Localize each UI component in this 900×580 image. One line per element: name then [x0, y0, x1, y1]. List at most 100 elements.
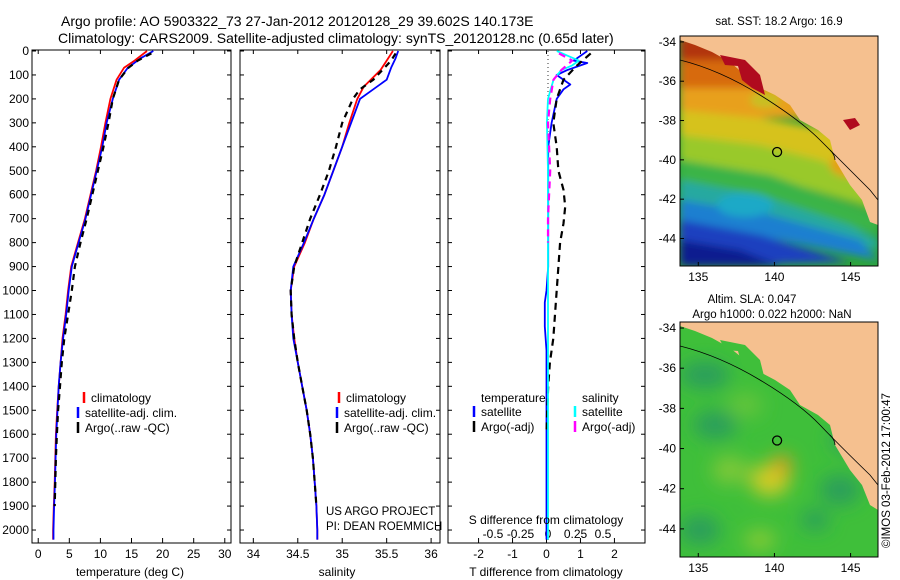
legend-label-satellite: satellite-adj. clim.: [85, 406, 177, 420]
y-tick-label: 800: [9, 236, 29, 250]
legend-title-salinity: salinity: [582, 391, 619, 405]
sst-map-argo-marker: [771, 146, 783, 158]
x-tick-label: 1: [577, 547, 584, 561]
x-tick-label: 0: [543, 547, 550, 561]
x-tick-label: 15: [125, 547, 139, 561]
lat-tick-label: -34: [659, 321, 677, 335]
difference-panel: -2 -1 0 1 2 -0.5 -0.25 0 0.25 0.5 S difference f…: [447, 49, 646, 579]
salinity-axes-frame: [239, 49, 441, 544]
legend-label-climatology: climatology: [346, 391, 406, 405]
y-tick-label: 900: [9, 260, 29, 274]
salinity-legend: climatology satellite-adj. clim. Argo(..…: [335, 391, 436, 435]
lat-tick-label: -44: [659, 522, 677, 536]
y-tick-label: 400: [9, 140, 29, 154]
salinity-diff-tick-label: 0.25: [564, 527, 588, 541]
temperature-profile-lines: [52, 50, 154, 540]
lat-tick-label: -40: [659, 442, 677, 456]
y-tick-label: 100: [9, 68, 29, 82]
temperature-depth-ticks: 0 100 200 300 400 500 600 700 800 900 1000 1100 1200…: [2, 44, 231, 537]
temperature-difference-label: T difference from climatology: [469, 565, 623, 579]
lat-tick-label: -44: [659, 231, 677, 245]
salinity-diff-tick-label: 0.5: [595, 527, 612, 541]
temperature-axes-frame: [31, 49, 232, 544]
y-tick-label: 200: [9, 92, 29, 106]
lon-tick-label: 140: [764, 270, 784, 284]
sst-map-title: sat. SST: 18.2 Argo: 16.9: [715, 16, 842, 28]
y-tick-label: 1600: [2, 427, 29, 441]
project-credit: US ARGO PROJECT: [326, 506, 435, 518]
sst-map-lon-ticks: 135 140 145: [688, 262, 861, 284]
salinity-panel: 34 34.5 35 35.5 36 salinity climatology sate…: [239, 49, 442, 579]
x-tick-label: 30: [218, 547, 232, 561]
series-line-argo-raw-qc-: [53, 52, 152, 507]
legend-label-argo: Argo(..raw -QC): [344, 421, 429, 435]
x-tick-label: 35: [336, 547, 350, 561]
difference-x-ticks: -2 -1 0 1 2: [473, 50, 618, 561]
lat-tick-label: -34: [659, 35, 677, 49]
temperature-x-axis-label: temperature (deg C): [76, 565, 184, 579]
salinity-difference-label: S difference from climatology: [469, 513, 624, 527]
x-tick-label: 20: [156, 547, 170, 561]
x-tick-label: 36: [424, 547, 438, 561]
series-line-satellite: [546, 50, 580, 540]
sst-map-lat-ticks: -34 -36 -38 -40 -42 -44: [659, 35, 684, 245]
y-tick-label: 0: [22, 44, 29, 58]
lat-tick-label: -36: [659, 74, 677, 88]
temperature-legend: climatology satellite-adj. clim. Argo(..…: [76, 391, 177, 435]
lon-tick-label: 140: [764, 561, 784, 575]
sst-map-field: [680, 36, 878, 266]
x-tick-label: 2: [611, 547, 618, 561]
x-tick-label: 34.5: [286, 547, 310, 561]
lat-tick-label: -40: [659, 153, 677, 167]
lat-tick-label: -36: [659, 361, 677, 375]
sla-map-panel: Altim. SLA: 0.047 Argo h1000: 0.022 h200…: [659, 294, 879, 575]
difference-profile-lines: [543, 50, 592, 540]
legend-label-argo-t: Argo(-adj): [481, 420, 534, 434]
series-line-argo-adj-: [545, 52, 592, 435]
sla-map-title: Altim. SLA: 0.047: [708, 294, 797, 306]
y-tick-label: 1000: [2, 284, 29, 298]
difference-legend-temperature: temperature satellite Argo(-adj): [472, 391, 546, 434]
sst-map-panel: sat. SST: 18.2 Argo: 16.9: [659, 16, 879, 284]
y-tick-label: 600: [9, 188, 29, 202]
lat-tick-label: -38: [659, 401, 677, 415]
y-tick-label: 500: [9, 164, 29, 178]
y-tick-label: 700: [9, 212, 29, 226]
salinity-diff-tick-label: -0.5: [483, 527, 504, 541]
difference-depth-ticks: [448, 50, 645, 531]
lon-tick-label: 145: [841, 270, 861, 284]
y-tick-label: 2000: [2, 523, 29, 537]
temperature-x-ticks: 0 5 10 15 20 25 30: [35, 50, 232, 561]
lat-tick-label: -38: [659, 114, 677, 128]
y-tick-label: 1300: [2, 355, 29, 369]
sla-map-lat-ticks: -34 -36 -38 -40 -42 -44: [659, 321, 684, 536]
x-tick-label: 5: [66, 547, 73, 561]
series-line-argo-adj-: [546, 52, 574, 243]
x-tick-label: 0: [35, 547, 42, 561]
y-tick-label: 1900: [2, 499, 29, 513]
legend-label-argo-s: Argo(-adj): [582, 420, 635, 434]
legend-label-satellite: satellite-adj. clim.: [344, 406, 436, 420]
legend-title-temperature: temperature: [481, 391, 546, 405]
lat-tick-label: -42: [659, 192, 677, 206]
pi-credit: PI: DEAN ROEMMICH: [326, 521, 442, 533]
sst-map-frame: [679, 35, 879, 267]
lon-tick-label: 135: [688, 561, 708, 575]
legend-label-argo: Argo(..raw -QC): [85, 421, 170, 435]
salinity-x-axis-label: salinity: [319, 565, 356, 579]
y-tick-label: 1100: [3, 307, 29, 321]
x-tick-label: 34: [247, 547, 261, 561]
x-tick-label: 10: [94, 547, 108, 561]
legend-label-climatology: climatology: [91, 391, 151, 405]
x-tick-label: 25: [187, 547, 201, 561]
sla-map-subtitle: Argo h1000: 0.022 h2000: NaN: [692, 309, 851, 321]
difference-legend-salinity: salinity satellite Argo(-adj): [573, 391, 635, 434]
sla-map-field: [680, 322, 878, 557]
temperature-panel: 0100200300400500600700800900100011001200…: [2, 44, 231, 579]
difference-salinity-ticks: -0.5 -0.25 0 0.25 0.5: [483, 527, 612, 541]
legend-label-satellite-s: satellite: [582, 405, 623, 419]
y-tick-label: 1700: [2, 451, 29, 465]
sla-map-frame: [679, 321, 879, 558]
y-tick-label: 1500: [2, 403, 29, 417]
